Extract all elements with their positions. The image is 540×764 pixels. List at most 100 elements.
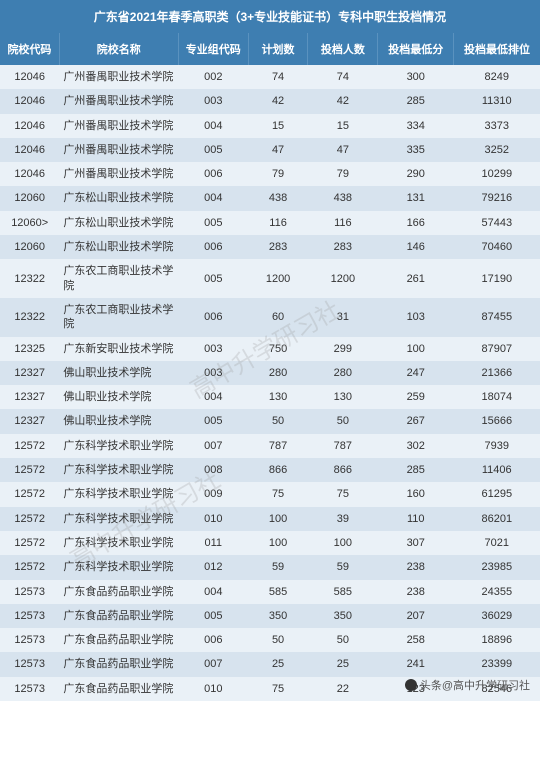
table-cell: 267 [378, 409, 454, 433]
table-cell: 131 [378, 186, 454, 210]
table-cell: 70460 [454, 235, 540, 259]
col-header: 投档最低分 [378, 33, 454, 65]
table-cell: 103 [378, 298, 454, 337]
table-cell: 59 [308, 555, 378, 579]
table-cell: 12322 [0, 298, 59, 337]
table-cell: 005 [178, 211, 248, 235]
table-cell: 010 [178, 507, 248, 531]
table-cell: 280 [248, 361, 307, 385]
col-header: 计划数 [248, 33, 307, 65]
table-cell: 11310 [454, 89, 540, 113]
table-cell: 7939 [454, 434, 540, 458]
table-cell: 50 [248, 628, 307, 652]
table-cell: 12573 [0, 652, 59, 676]
table-cell: 74 [308, 65, 378, 89]
table-cell: 佛山职业技术学院 [59, 385, 178, 409]
table-cell: 广东松山职业技术学院 [59, 211, 178, 235]
table-cell: 12572 [0, 482, 59, 506]
table-cell: 12060> [0, 211, 59, 235]
table-cell: 350 [248, 604, 307, 628]
table-cell: 广东食品药品职业学院 [59, 652, 178, 676]
table-cell: 238 [378, 555, 454, 579]
table-cell: 302 [378, 434, 454, 458]
table-cell: 3373 [454, 114, 540, 138]
table-cell: 24355 [454, 580, 540, 604]
table-cell: 60 [248, 298, 307, 337]
table-cell: 18896 [454, 628, 540, 652]
table-cell: 86201 [454, 507, 540, 531]
table-cell: 005 [178, 138, 248, 162]
admission-table: 院校代码 院校名称 专业组代码 计划数 投档人数 投档最低分 投档最低排位 12… [0, 33, 540, 701]
table-row: 12046广州番禺职业技术学院00415153343373 [0, 114, 540, 138]
table-cell: 146 [378, 235, 454, 259]
table-cell: 116 [248, 211, 307, 235]
table-cell: 008 [178, 458, 248, 482]
table-cell: 10299 [454, 162, 540, 186]
table-cell: 787 [308, 434, 378, 458]
table-cell: 23399 [454, 652, 540, 676]
table-cell: 006 [178, 235, 248, 259]
table-cell: 335 [378, 138, 454, 162]
table-cell: 12572 [0, 434, 59, 458]
table-cell: 12572 [0, 555, 59, 579]
table-cell: 007 [178, 652, 248, 676]
table-cell: 11406 [454, 458, 540, 482]
table-row: 12573广东食品药品职业学院00535035020736029 [0, 604, 540, 628]
table-cell: 79216 [454, 186, 540, 210]
col-header: 投档人数 [308, 33, 378, 65]
table-cell: 广东农工商职业技术学院 [59, 259, 178, 298]
table-cell: 009 [178, 482, 248, 506]
col-header: 专业组代码 [178, 33, 248, 65]
col-header: 投档最低排位 [454, 33, 540, 65]
table-cell: 42 [308, 89, 378, 113]
table-cell: 238 [378, 580, 454, 604]
table-cell: 247 [378, 361, 454, 385]
table-cell: 87907 [454, 337, 540, 361]
table-cell: 广州番禺职业技术学院 [59, 89, 178, 113]
table-cell: 010 [178, 677, 248, 701]
table-cell: 广东科学技术职业学院 [59, 507, 178, 531]
table-cell: 75 [248, 482, 307, 506]
table-cell: 299 [308, 337, 378, 361]
table-row: 12572广东科学技术职业学院0111001003077021 [0, 531, 540, 555]
table-cell: 438 [308, 186, 378, 210]
table-cell: 283 [308, 235, 378, 259]
table-cell: 1200 [248, 259, 307, 298]
table-cell: 004 [178, 385, 248, 409]
table-cell: 005 [178, 604, 248, 628]
table-cell: 74 [248, 65, 307, 89]
table-row: 12573广东食品药品职业学院006505025818896 [0, 628, 540, 652]
table-row: 12325广东新安职业技术学院00375029910087907 [0, 337, 540, 361]
table-row: 12046广州番禺职业技术学院006797929010299 [0, 162, 540, 186]
footer-attribution: 头条@高中升学研习社 [405, 677, 530, 693]
table-cell: 12322 [0, 259, 59, 298]
table-body: 12046广州番禺职业技术学院0027474300824912046广州番禺职业… [0, 65, 540, 701]
table-cell: 广东食品药品职业学院 [59, 580, 178, 604]
table-cell: 23985 [454, 555, 540, 579]
table-cell: 广州番禺职业技术学院 [59, 65, 178, 89]
table-cell: 003 [178, 337, 248, 361]
table-cell: 50 [308, 409, 378, 433]
table-cell: 307 [378, 531, 454, 555]
table-cell: 261 [378, 259, 454, 298]
table-cell: 12046 [0, 138, 59, 162]
table-cell: 006 [178, 628, 248, 652]
table-cell: 438 [248, 186, 307, 210]
table-cell: 334 [378, 114, 454, 138]
table-cell: 285 [378, 89, 454, 113]
table-cell: 7021 [454, 531, 540, 555]
table-cell: 12327 [0, 361, 59, 385]
table-row: 12572广东科学技术职业学院009757516061295 [0, 482, 540, 506]
table-cell: 3252 [454, 138, 540, 162]
table-cell: 290 [378, 162, 454, 186]
table-cell: 12572 [0, 458, 59, 482]
table-cell: 17190 [454, 259, 540, 298]
table-cell: 110 [378, 507, 454, 531]
table-cell: 004 [178, 186, 248, 210]
table-cell: 47 [248, 138, 307, 162]
table-cell: 8249 [454, 65, 540, 89]
table-cell: 350 [308, 604, 378, 628]
table-cell: 12573 [0, 580, 59, 604]
table-row: 12046广州番禺职业技术学院00274743008249 [0, 65, 540, 89]
table-cell: 79 [248, 162, 307, 186]
